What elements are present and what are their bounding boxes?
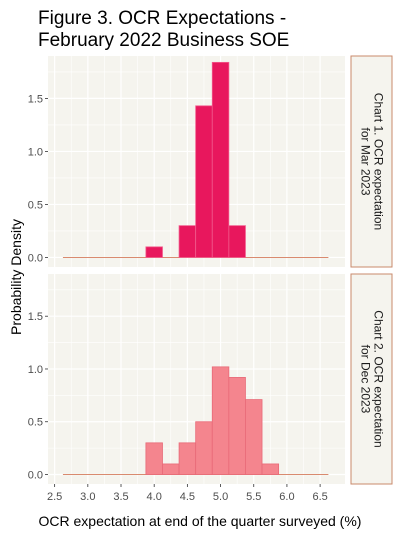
y-tick-label: 1.0	[28, 146, 43, 158]
facet-strip-label: Chart 2. OCR expectationfor Dec 2023	[359, 310, 386, 447]
x-tick-label: 6.0	[279, 491, 294, 503]
x-tick-label: 4.0	[147, 491, 162, 503]
figure-title: Figure 3. OCR Expectations - February 20…	[38, 8, 378, 52]
y-tick-label: 0.0	[28, 252, 43, 264]
x-tick-label: 3.5	[113, 491, 128, 503]
histogram-bar	[145, 442, 163, 475]
x-axis-label: OCR expectation at end of the quarter su…	[39, 513, 362, 529]
chart-panel-1: 0.0 0.5 1.0 1.5 Chart 1. OCR expectationfor …	[28, 55, 393, 268]
histogram-bar	[211, 61, 230, 258]
facet-strip	[350, 273, 393, 485]
histogram-bar	[162, 463, 180, 475]
facet-strip-label-line: for Mar 2023	[359, 127, 373, 195]
histogram-bar	[228, 377, 246, 475]
x-tick-label: 5.0	[213, 491, 228, 503]
y-tick-label: 0.5	[28, 417, 43, 429]
histogram-bar	[178, 225, 197, 258]
facet-strip	[350, 55, 393, 268]
histogram-bar	[145, 246, 163, 258]
facet-strip-label-line: for Dec 2023	[359, 345, 373, 414]
x-tick-label: 6.5	[312, 491, 327, 503]
histogram-bar	[195, 105, 213, 258]
x-tick-label: 4.5	[180, 491, 195, 503]
chart-panel-2: 0.0 0.5 1.0 1.5 2.5 3.0 3.5 4.0 4.5 5.0 5.5 6.0 6.5 C…	[28, 273, 393, 503]
x-tick-label: 5.5	[246, 491, 261, 503]
figure-title-line-2: February 2022 Business SOE	[38, 30, 290, 51]
histogram-bar	[245, 399, 263, 475]
facet-strip-label-line: Chart 1. OCR expectation	[372, 93, 386, 230]
facet-strip-label-line: Chart 2. OCR expectation	[372, 310, 386, 447]
histogram-bar	[261, 463, 280, 475]
y-tick-label: 0.0	[28, 470, 43, 482]
y-tick-label: 0.5	[28, 199, 43, 211]
figure-title-line-1: Figure 3. OCR Expectations -	[38, 8, 287, 29]
facet-strip-label: Chart 1. OCR expectationfor Mar 2023	[359, 93, 386, 230]
x-tick-label: 2.5	[47, 491, 62, 503]
y-tick-label: 1.0	[28, 364, 43, 376]
histogram-bar	[178, 442, 197, 475]
y-axis-label: Probability Density	[8, 219, 24, 335]
histogram-bar	[228, 225, 246, 258]
x-tick-label: 3.0	[80, 491, 95, 503]
histogram-bar	[211, 366, 230, 475]
histogram-bar	[195, 421, 213, 475]
y-tick-label: 1.5	[28, 311, 43, 323]
y-tick-label: 1.5	[28, 93, 43, 105]
